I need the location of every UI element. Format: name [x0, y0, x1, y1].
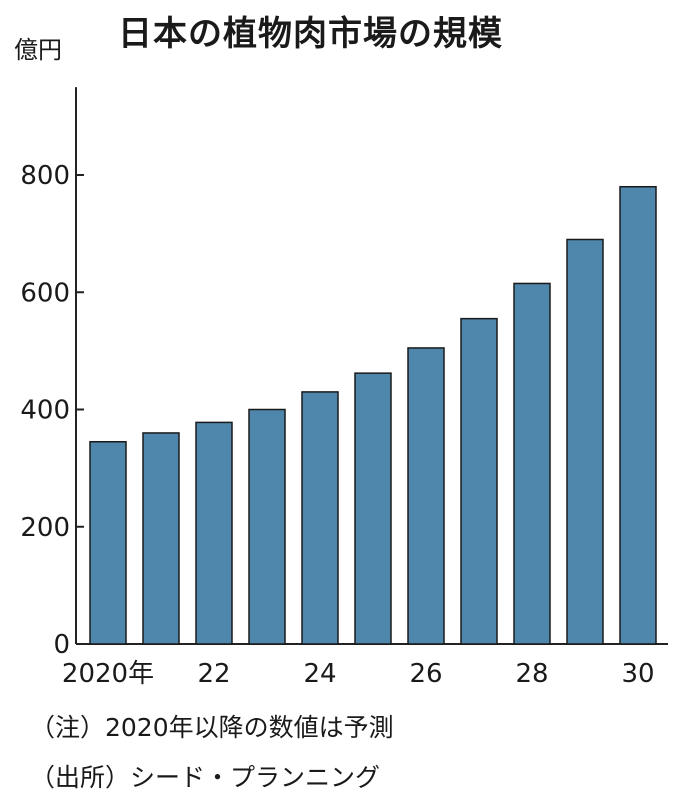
y-tick-label: 800: [20, 161, 70, 191]
y-tick-label: 200: [20, 513, 70, 543]
bar-23: [248, 408, 286, 645]
bar-26: [407, 347, 445, 645]
y-tick-label: 0: [53, 630, 70, 660]
bar-chart: 0 200 400 600 800 2020年 22 24 26 28 30: [20, 87, 668, 689]
bar-22: [195, 421, 233, 645]
y-tick-label: 600: [20, 278, 70, 308]
x-tick-label: 28: [515, 659, 548, 689]
y-tick-label: 400: [20, 396, 70, 426]
x-tick-label: 24: [303, 659, 336, 689]
x-tick-label: 30: [621, 659, 654, 689]
note-forecast: （注）2020年以降の数値は予測: [30, 713, 394, 742]
bar-30: [619, 185, 657, 645]
bar-28: [513, 282, 551, 645]
x-tick-label: 26: [409, 659, 442, 689]
x-tick-label: 22: [197, 659, 230, 689]
note-source: （出所）シード・プランニング: [30, 763, 381, 792]
bar-2020年: [89, 440, 127, 645]
bar-25: [354, 372, 392, 645]
y-axis-unit: 億円: [14, 36, 62, 64]
bar-29: [566, 238, 604, 645]
bar-27: [460, 317, 498, 645]
bar-21: [142, 432, 180, 645]
bar-24: [301, 391, 339, 645]
x-tick-label: 2020年: [62, 659, 154, 689]
chart-title: 日本の植物肉市場の規模: [118, 14, 503, 54]
